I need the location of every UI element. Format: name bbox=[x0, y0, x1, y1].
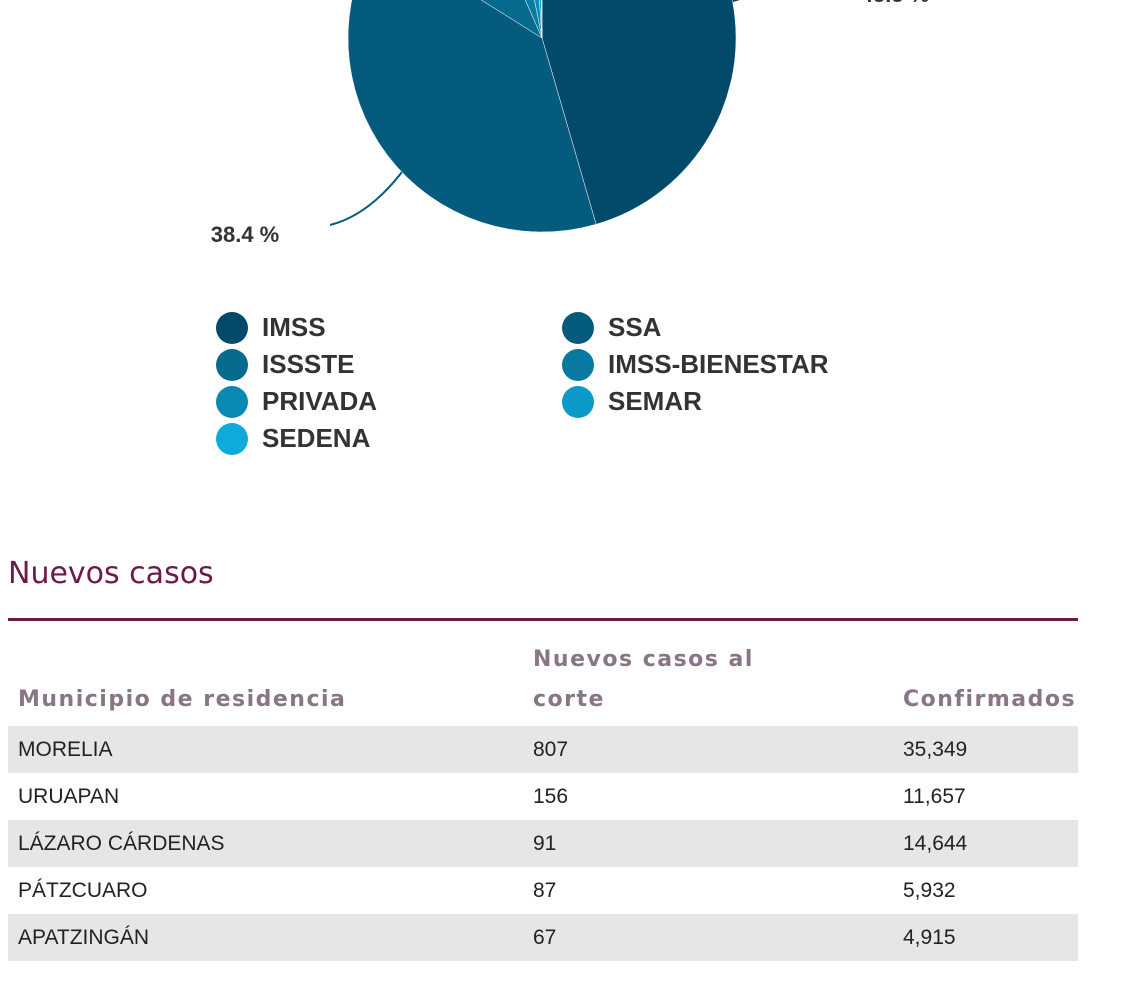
legend-label: ISSSTE bbox=[262, 349, 354, 379]
table-cell: 87 bbox=[533, 878, 557, 902]
legend-label: IMSS bbox=[262, 312, 326, 342]
pie-slice bbox=[524, 0, 543, 39]
legend-swatch bbox=[216, 349, 248, 381]
table: Municipio de residencia Nuevos casos al c… bbox=[8, 640, 1078, 961]
table-cell: 35,349 bbox=[893, 726, 1078, 773]
pie-slice bbox=[347, 0, 597, 233]
table-cell: LÁZARO CÁRDENAS bbox=[8, 820, 523, 867]
legend-label: SSA bbox=[608, 312, 662, 342]
table-cell: 91 bbox=[523, 820, 893, 867]
table-cell: MORELIA bbox=[8, 726, 523, 773]
header-cell: Nuevos casos al corte bbox=[533, 647, 754, 712]
table-cell: 156 bbox=[533, 784, 569, 808]
leader-line bbox=[329, 167, 406, 226]
pie-slice bbox=[480, 0, 543, 39]
table-row: MORELIA 807 35,349 bbox=[8, 726, 1078, 773]
data-label: 38.4 % bbox=[211, 222, 280, 247]
table-cell: 11,657 bbox=[903, 784, 966, 808]
legend-swatch bbox=[216, 423, 248, 455]
table-cell: PÁTZCUARO bbox=[18, 878, 148, 902]
header-cell: Municipio de residencia bbox=[18, 687, 347, 712]
section-title: Nuevos casos bbox=[8, 556, 214, 591]
pie-slice bbox=[541, 0, 737, 225]
table-row: URUAPAN 156 11,657 bbox=[8, 773, 1078, 820]
pie-slice bbox=[541, 0, 543, 39]
legend-swatch bbox=[562, 386, 594, 418]
legend-label: PRIVADA bbox=[262, 386, 377, 416]
legend-swatch bbox=[216, 386, 248, 418]
header-cell: Confirmados bbox=[903, 687, 1077, 712]
table-row: APATZINGÁN 67 4,915 bbox=[8, 914, 1078, 961]
divider bbox=[8, 618, 1078, 621]
legend-label: SEMAR bbox=[608, 386, 702, 416]
table-cell: APATZINGÁN bbox=[8, 914, 523, 961]
legend-label: SEDENA bbox=[262, 423, 371, 453]
table-cell: 4,915 bbox=[893, 914, 1078, 961]
table-cell: URUAPAN bbox=[18, 784, 120, 808]
table-cell: 807 bbox=[523, 726, 893, 773]
leader-line bbox=[729, 0, 741, 3]
header-row: Municipio de residencia Nuevos casos al c… bbox=[8, 640, 1078, 726]
legend-label: IMSS-BIENESTAR bbox=[608, 349, 829, 379]
legend-swatch bbox=[562, 349, 594, 381]
table-row: PÁTZCUARO 87 5,932 bbox=[8, 867, 1078, 914]
table-cell: 14,644 bbox=[893, 820, 1078, 867]
pie-slice bbox=[534, 0, 543, 39]
table-cell: 5,932 bbox=[903, 878, 956, 902]
legend-swatch bbox=[216, 312, 248, 344]
legend-swatch bbox=[562, 312, 594, 344]
table-row: LÁZARO CÁRDENAS 91 14,644 bbox=[8, 820, 1078, 867]
pie-chart: 45.5 % 38.4 % IMSS SSA ISSSTE IMSS-BIENESTAR P… bbox=[211, 0, 930, 455]
table-cell: 67 bbox=[523, 914, 893, 961]
data-label: 45.5 % bbox=[861, 0, 930, 7]
